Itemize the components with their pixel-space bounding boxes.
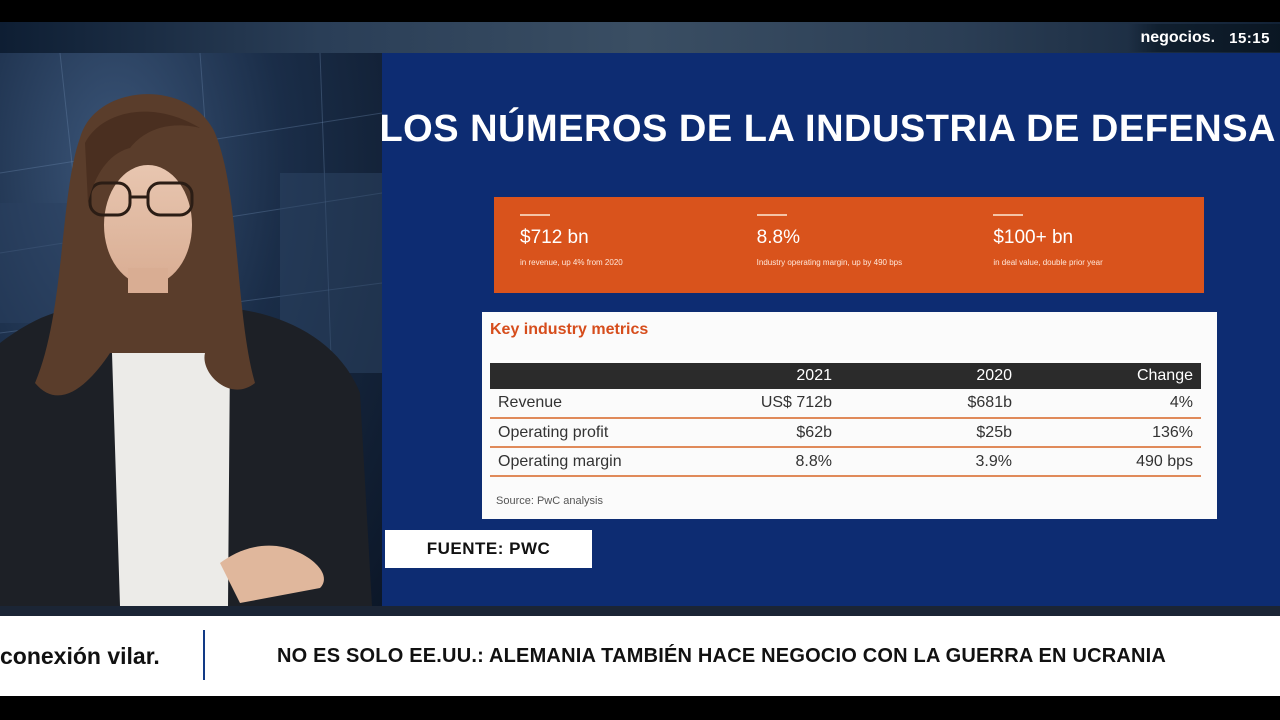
table-row: Operating profit $62b $25b 136%	[490, 418, 1201, 448]
table-row: Operating margin 8.8% 3.9% 490 bps	[490, 447, 1201, 477]
program-brand: conexión vilar.	[0, 642, 160, 669]
stat-caption: Industry operating margin, up by 490 bps	[756, 258, 903, 267]
channel-bug: negocios. 15:15	[1128, 24, 1280, 52]
metrics-source: Source: PwC analysis	[496, 495, 603, 507]
table-cell: 490 bps	[1020, 447, 1201, 477]
metrics-table: 2021 2020 Change Revenue US$ 712b $681b …	[490, 363, 1201, 477]
table-cell: 3.9%	[840, 447, 1020, 477]
slide-title: LOS NÚMEROS DE LA INDUSTRIA DE DEFENSA	[379, 108, 1276, 150]
table-cell: $25b	[840, 418, 1020, 448]
table-cell: 8.8%	[670, 447, 840, 477]
stat-dash	[520, 214, 550, 216]
studio-background	[0, 53, 382, 606]
table-cell: Operating profit	[490, 418, 670, 448]
stat-dash	[993, 214, 1024, 216]
metrics-title: Key industry metrics	[490, 321, 649, 338]
table-cell: $62b	[670, 418, 840, 448]
table-cell: 136%	[1020, 418, 1201, 448]
lower-third: conexión vilar. NO ES SOLO EE.UU.: ALEMA…	[0, 616, 1280, 696]
stat-deal-value: $100+ bn in deal value, double prior yea…	[967, 197, 1204, 293]
ticker-line	[0, 606, 1280, 616]
stat-margin: 8.8% Industry operating margin, up by 49…	[731, 197, 968, 293]
headline: NO ES SOLO EE.UU.: ALEMANIA TAMBIÉN HACE…	[277, 644, 1167, 667]
stat-caption: in deal value, double prior year	[993, 258, 1103, 267]
table-row: Revenue US$ 712b $681b 4%	[490, 389, 1201, 419]
table-cell: $681b	[840, 389, 1020, 419]
table-cell: 4%	[1020, 389, 1201, 419]
stat-value: 8.8%	[756, 227, 800, 248]
table-cell: US$ 712b	[670, 389, 840, 419]
brand-divider	[203, 630, 205, 680]
column-header: Change	[1020, 363, 1201, 389]
stat-revenue: $712 bn in revenue, up 4% from 2020	[494, 197, 731, 293]
highlight-stats: $712 bn in revenue, up 4% from 2020 8.8%…	[494, 197, 1204, 293]
table-cell: Operating margin	[490, 447, 670, 477]
table-cell: Revenue	[490, 389, 670, 419]
column-header: 2021	[670, 363, 840, 389]
presenter-video	[0, 53, 382, 606]
clock: 15:15	[1229, 29, 1270, 47]
top-strip	[0, 22, 1280, 53]
stat-dash	[756, 214, 787, 216]
channel-name: negocios.	[1140, 29, 1216, 46]
column-header	[490, 363, 670, 389]
source-label: FUENTE: PWC	[385, 530, 592, 568]
stat-value: $712 bn	[520, 227, 589, 248]
table-header-row: 2021 2020 Change	[490, 363, 1201, 389]
stat-value: $100+ bn	[993, 227, 1074, 248]
stat-caption: in revenue, up 4% from 2020	[520, 258, 623, 267]
metrics-card: Key industry metrics 2021 2020 Change Re…	[482, 312, 1217, 519]
column-header: 2020	[840, 363, 1020, 389]
